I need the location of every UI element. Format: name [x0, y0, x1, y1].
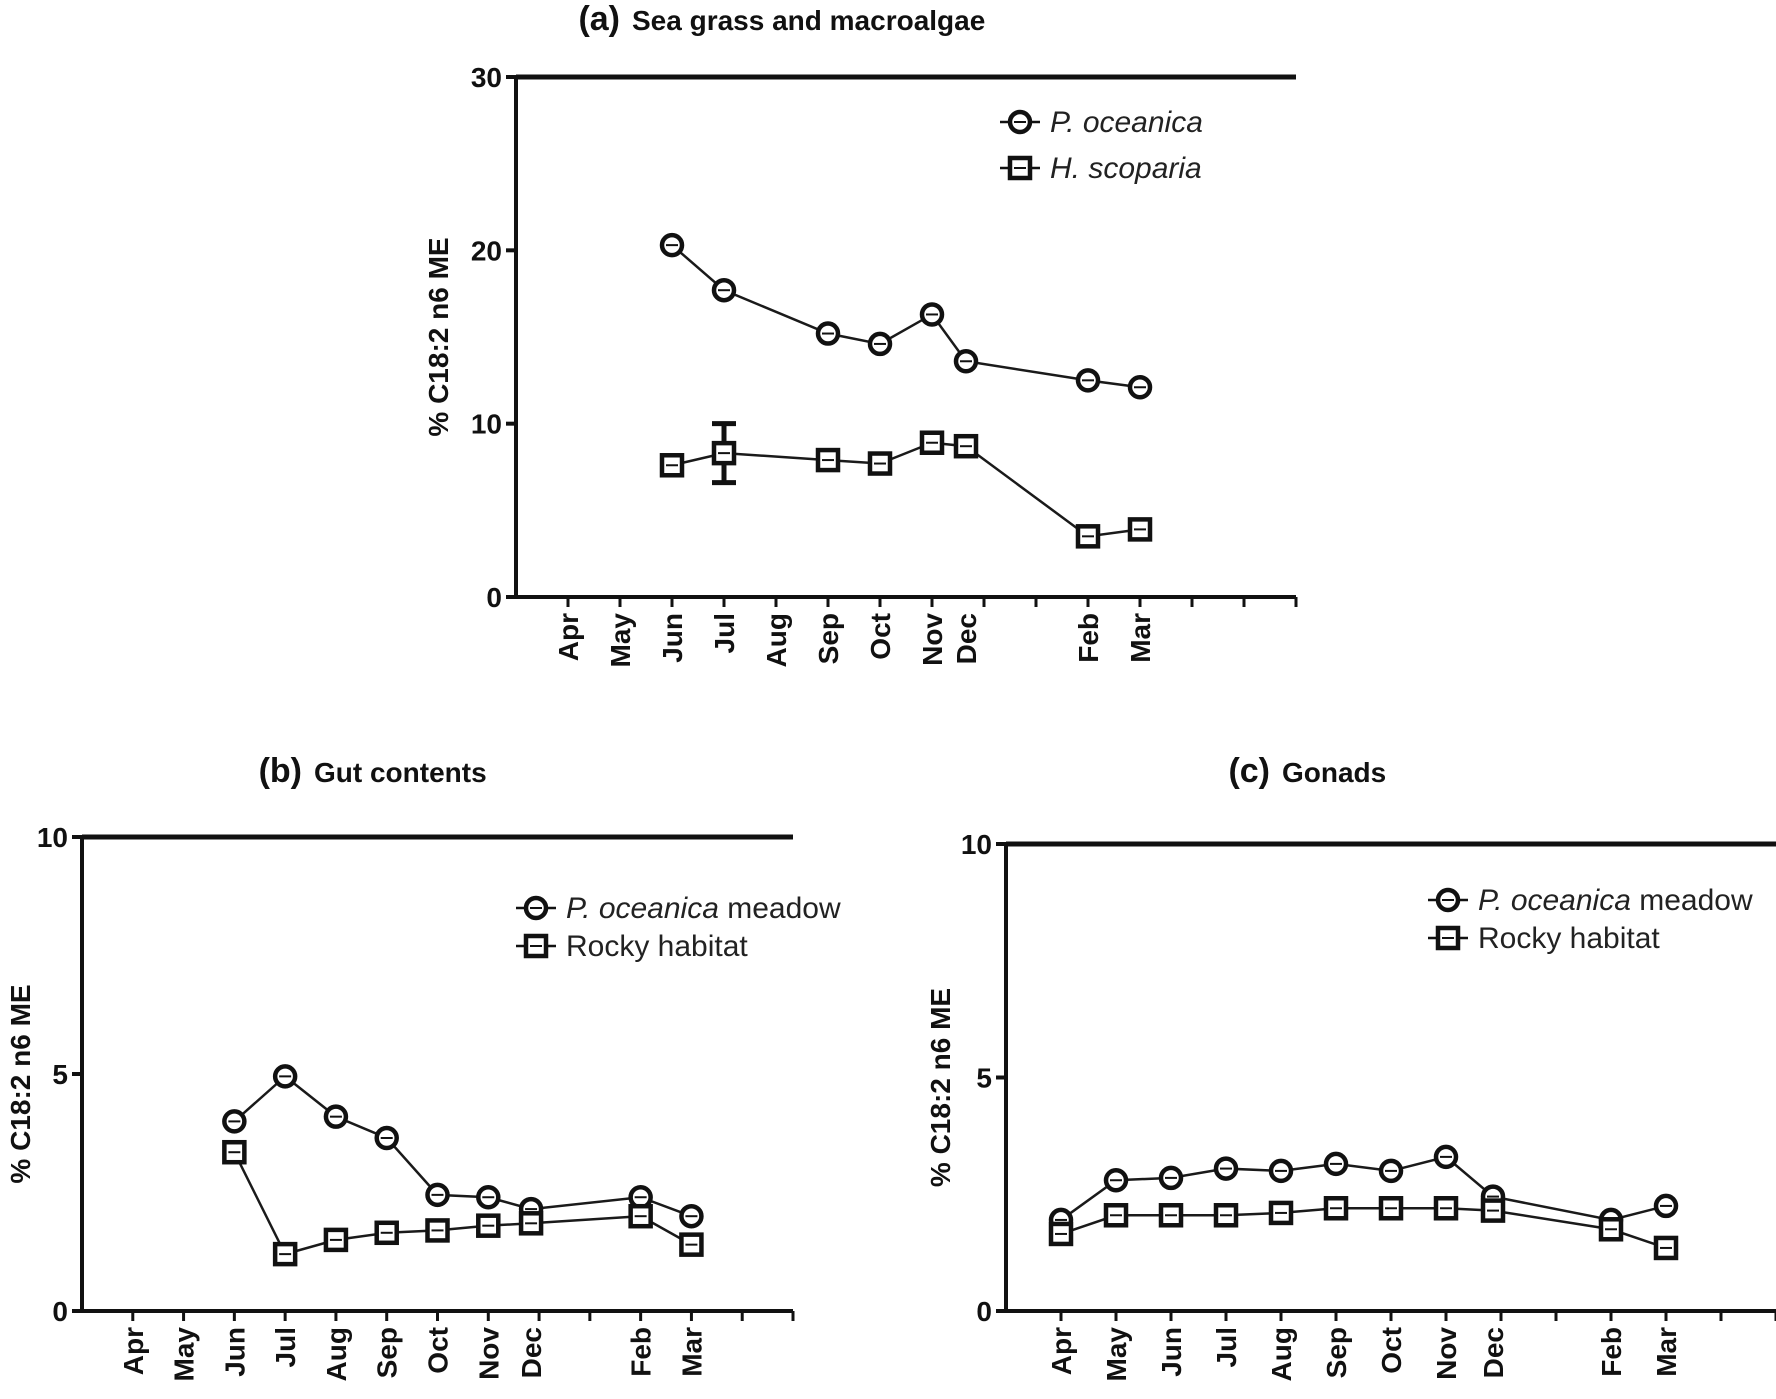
y-tick-label: 10: [961, 829, 992, 860]
y-tick-label: 10: [37, 822, 68, 853]
series-line: [671, 244, 1141, 389]
series-line: [233, 1151, 693, 1256]
x-tick-label: Jul: [1211, 1327, 1242, 1367]
panel-letter: (a): [578, 0, 620, 38]
panel-letter: (b): [259, 752, 302, 790]
legend: P. oceanica meadow Rocky habitat: [516, 892, 841, 963]
x-tick-label: Jun: [219, 1327, 250, 1377]
series-line: [233, 1074, 692, 1218]
x-tick-label: May: [605, 613, 636, 668]
series-circle: [1048, 1144, 1679, 1233]
x-tick-label: Mar: [1651, 1327, 1682, 1377]
legend-label: P. oceanica: [1050, 106, 1203, 139]
legend-label: P. oceanica meadow: [1478, 884, 1753, 917]
panel-title: Gut contents: [314, 757, 487, 788]
x-tick-label: Oct: [865, 613, 896, 660]
x-tick-label: Nov: [473, 1327, 504, 1380]
panel-0: (a) Sea grass and macroalgae 0 10 20 30 Apr May…: [423, 0, 1298, 668]
x-tick-label: Aug: [761, 613, 792, 667]
legend: P. oceanica meadow Rocky habitat: [1428, 884, 1753, 955]
x-tick-label: Sep: [372, 1327, 403, 1378]
x-tick-label: Feb: [626, 1327, 657, 1377]
legend-label: Rocky habitat: [566, 930, 748, 963]
x-tick-label: Apr: [553, 613, 584, 661]
series-line: [1060, 1207, 1667, 1250]
y-tick-label: 0: [52, 1296, 68, 1327]
series-square: [222, 1139, 704, 1267]
x-tick-label: Mar: [1125, 613, 1156, 663]
series-line: [671, 441, 1141, 538]
series-square: [1048, 1196, 1679, 1261]
y-tick-label: 10: [471, 409, 502, 440]
legend-label: P. oceanica meadow: [566, 892, 841, 925]
x-tick-label: Apr: [118, 1327, 149, 1375]
x-tick-label: Dec: [951, 613, 982, 664]
x-tick-label: Jun: [657, 613, 688, 663]
panel-letter: (c): [1228, 752, 1270, 790]
y-tick-label: 0: [976, 1296, 992, 1327]
x-tick-label: Dec: [1478, 1327, 1509, 1378]
series-circle: [222, 1064, 704, 1229]
series-circle: [659, 232, 1153, 400]
panel-title: Gonads: [1282, 757, 1386, 788]
x-tick-label: Jul: [709, 613, 740, 653]
y-axis-label: % C18:2 n6 ME: [925, 988, 956, 1187]
y-axis-label: % C18:2 n6 ME: [5, 984, 36, 1183]
y-axis-label: % C18:2 n6 ME: [423, 237, 454, 436]
panel-1: (b) Gut contents 0 5 10 Apr May Jun Jul Aug Sep Oct…: [5, 752, 841, 1381]
x-tick-label: Aug: [1266, 1327, 1297, 1381]
y-tick-label: 5: [52, 1059, 68, 1090]
x-tick-label: Oct: [1376, 1327, 1407, 1374]
x-tick-label: Feb: [1073, 613, 1104, 663]
legend-label: Rocky habitat: [1478, 922, 1660, 955]
x-tick-label: Aug: [321, 1327, 352, 1381]
x-tick-label: Mar: [676, 1327, 707, 1377]
x-tick-label: Nov: [917, 613, 948, 666]
y-tick-label: 0: [486, 582, 502, 613]
y-tick-label: 20: [471, 235, 502, 266]
x-tick-label: Jul: [270, 1327, 301, 1367]
x-tick-label: Apr: [1046, 1327, 1077, 1375]
x-tick-label: Feb: [1596, 1327, 1627, 1377]
x-tick-label: Sep: [813, 613, 844, 664]
x-tick-label: Sep: [1321, 1327, 1352, 1378]
legend-label: H. scoparia: [1050, 152, 1202, 185]
panel-title: Sea grass and macroalgae: [632, 5, 985, 36]
series-line: [1060, 1155, 1667, 1222]
legend: P. oceanica H. scoparia: [1000, 106, 1203, 185]
x-tick-label: Jun: [1156, 1327, 1187, 1377]
series-square: [659, 421, 1153, 549]
x-tick-label: Nov: [1431, 1327, 1462, 1380]
x-tick-label: May: [1101, 1327, 1132, 1382]
x-tick-label: Oct: [423, 1327, 454, 1374]
x-tick-label: May: [169, 1327, 200, 1382]
y-tick-label: 5: [976, 1063, 992, 1094]
panel-2: (c) Gonads 0 5 10 Apr May Jun Jul Aug Sep Oct Nov Dec…: [925, 752, 1776, 1381]
x-tick-label: Dec: [516, 1327, 547, 1378]
y-tick-label: 30: [471, 62, 502, 93]
